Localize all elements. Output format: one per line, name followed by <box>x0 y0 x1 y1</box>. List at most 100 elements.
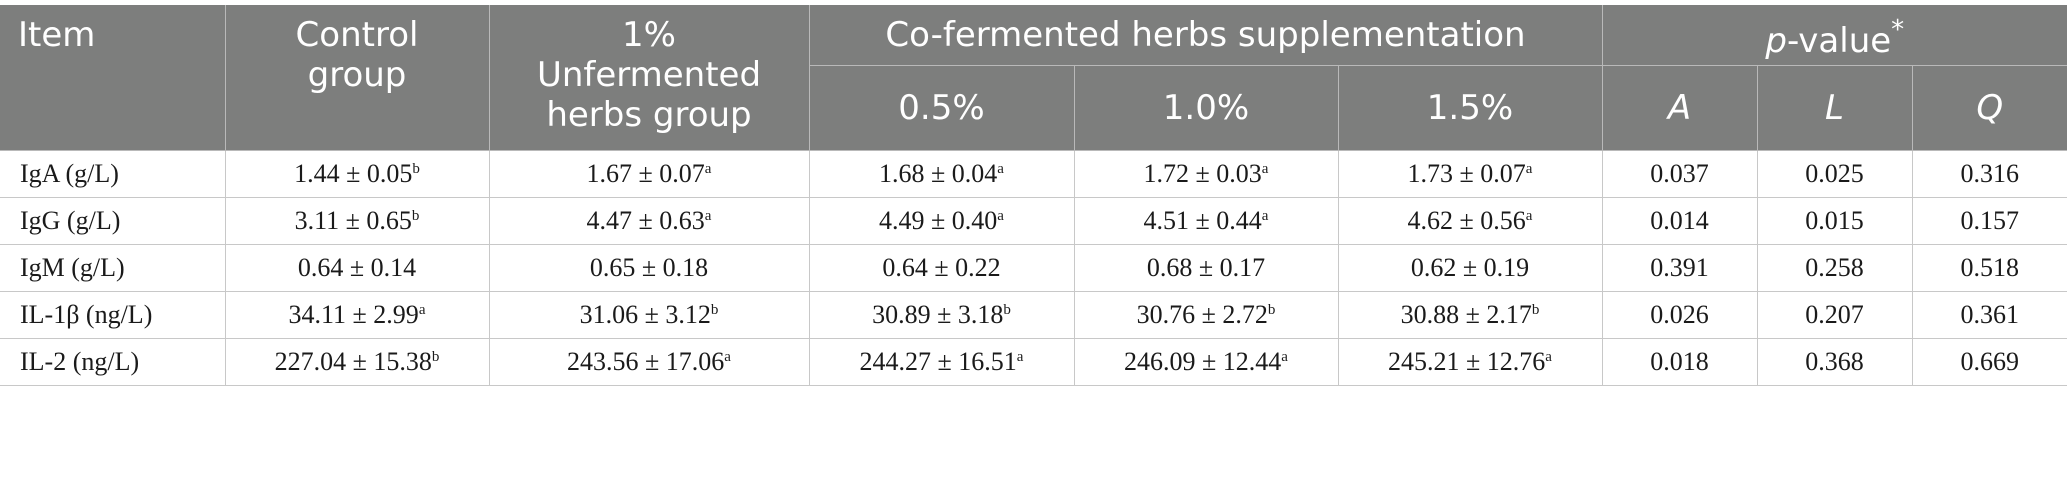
mean-cell: 0.65 ± 0.18 <box>489 244 810 292</box>
header-control-line2: group <box>307 55 407 95</box>
row-label: IgA (g/L) <box>0 150 226 198</box>
p-value-cell: 0.391 <box>1602 244 1758 292</box>
mean-value: 31.06 ± 3.12 <box>579 300 711 329</box>
header-level-1-0: 1.0% <box>1074 65 1339 151</box>
header-contrast-q: Q <box>1912 65 2067 151</box>
significance-letter: a <box>1281 349 1288 365</box>
mean-value: 227.04 ± 15.38 <box>274 347 432 376</box>
mean-cell: 31.06 ± 3.12b <box>489 291 810 339</box>
p-value-cell: 0.518 <box>1912 244 2067 292</box>
significance-letter: b <box>1267 302 1276 318</box>
significance-letter: b <box>411 208 420 224</box>
mean-value: 246.09 ± 12.44 <box>1124 347 1282 376</box>
mean-cell: 30.76 ± 2.72b <box>1074 291 1339 339</box>
significance-letter: b <box>1003 302 1011 318</box>
header-level-1-5: 1.5% <box>1338 65 1603 151</box>
header-contrast-a: A <box>1602 65 1758 151</box>
mean-cell: 0.62 ± 0.19 <box>1338 244 1603 292</box>
mean-cell: 227.04 ± 15.38b <box>225 338 490 386</box>
row-label: IL-1β (ng/L) <box>0 291 226 339</box>
p-value-cell: 0.014 <box>1602 197 1758 245</box>
mean-value: 34.11 ± 2.99 <box>288 300 419 329</box>
header-cofermented: Co-fermented herbs supplementation <box>809 5 1603 66</box>
mean-value: 243.56 ± 17.06 <box>567 347 725 376</box>
mean-cell: 4.47 ± 0.63a <box>489 197 810 245</box>
row-label: IgM (g/L) <box>0 244 226 292</box>
header-pvalue: p-value* <box>1602 5 2067 66</box>
mean-cell: 4.49 ± 0.40a <box>809 197 1075 245</box>
table-row: IgA (g/L) 1.44 ± 0.05b 1.67 ± 0.07a 1.68 ± … <box>0 150 2067 198</box>
p-value-cell: 0.316 <box>1912 150 2067 198</box>
mean-cell: 243.56 ± 17.06a <box>489 338 810 386</box>
mean-value: 4.51 ± 0.44 <box>1143 206 1262 235</box>
mean-cell: 3.11 ± 0.65b <box>225 197 490 245</box>
mean-value: 4.62 ± 0.56 <box>1407 206 1526 235</box>
mean-value: 4.49 ± 0.40 <box>879 206 998 235</box>
header-pvalue-text: -value <box>1786 20 1892 61</box>
mean-cell: 1.73 ± 0.07a <box>1338 150 1603 198</box>
mean-value: 0.64 ± 0.22 <box>882 253 1001 282</box>
mean-cell: 1.72 ± 0.03a <box>1074 150 1339 198</box>
header-control-line1: Control <box>295 15 419 55</box>
p-value-cell: 0.157 <box>1912 197 2067 245</box>
mean-value: 4.47 ± 0.63 <box>586 206 705 235</box>
mean-value: 244.27 ± 16.51 <box>859 347 1017 376</box>
significance-letter: b <box>431 349 440 365</box>
header-unfermented-line1: 1% <box>622 15 676 55</box>
row-label: IL-2 (ng/L) <box>0 338 226 386</box>
p-value-cell: 0.207 <box>1757 291 1913 339</box>
mean-cell: 30.88 ± 2.17b <box>1338 291 1603 339</box>
mean-value: 30.76 ± 2.72 <box>1136 300 1268 329</box>
significance-letter: a <box>1261 161 1269 177</box>
significance-letter: a <box>997 161 1004 177</box>
mean-cell: 1.44 ± 0.05b <box>225 150 490 198</box>
p-value-cell: 0.015 <box>1757 197 1913 245</box>
p-value-cell: 0.026 <box>1602 291 1758 339</box>
mean-value: 0.64 ± 0.14 <box>297 253 417 282</box>
table-row: IL-2 (ng/L) 227.04 ± 15.38b 243.56 ± 17.06… <box>0 338 2067 386</box>
p-value-cell: 0.258 <box>1757 244 1913 292</box>
mean-value: 30.89 ± 3.18 <box>872 300 1004 329</box>
mean-value: 1.68 ± 0.04 <box>879 159 998 188</box>
mean-value: 1.72 ± 0.03 <box>1143 159 1262 188</box>
p-value-cell: 0.368 <box>1757 338 1913 386</box>
mean-cell: 4.51 ± 0.44a <box>1074 197 1339 245</box>
mean-value: 3.11 ± 0.65 <box>294 206 412 235</box>
significance-letter: a <box>724 349 731 365</box>
header-contrast-l: L <box>1757 65 1913 151</box>
p-value-cell: 0.669 <box>1912 338 2067 386</box>
significance-letter: a <box>418 302 426 318</box>
mean-value: 0.68 ± 0.17 <box>1146 253 1266 282</box>
mean-cell: 1.68 ± 0.04a <box>809 150 1075 198</box>
significance-letter: a <box>1525 161 1533 177</box>
header-unfermented-group: 1% Unfermented herbs group <box>489 5 810 151</box>
header-unfermented-line3: herbs group <box>546 95 752 135</box>
mean-cell: 0.64 ± 0.14 <box>225 244 490 292</box>
table-header: Item Control group 1% Unfermented herbs … <box>0 5 2067 151</box>
header-unfermented-line2: Unfermented <box>536 55 762 95</box>
table-body: IgA (g/L) 1.44 ± 0.05b 1.67 ± 0.07a 1.68 ± … <box>0 150 2067 386</box>
significance-letter: b <box>412 161 420 177</box>
header-pvalue-p: p <box>1765 20 1787 61</box>
mean-cell: 246.09 ± 12.44a <box>1074 338 1339 386</box>
mean-cell: 1.67 ± 0.07a <box>489 150 810 198</box>
mean-cell: 245.21 ± 12.76a <box>1338 338 1603 386</box>
header-level-0-5: 0.5% <box>809 65 1075 151</box>
results-table: Item Control group 1% Unfermented herbs … <box>0 5 2067 386</box>
mean-cell: 0.64 ± 0.22 <box>809 244 1075 292</box>
p-value-cell: 0.037 <box>1602 150 1758 198</box>
significance-letter: a <box>1525 208 1533 224</box>
table-row: IgG (g/L) 3.11 ± 0.65b 4.47 ± 0.63a 4.49 ± … <box>0 197 2067 245</box>
header-pvalue-asterisk: * <box>1891 14 1905 45</box>
mean-cell: 30.89 ± 3.18b <box>809 291 1075 339</box>
mean-cell: 0.68 ± 0.17 <box>1074 244 1339 292</box>
mean-cell: 4.62 ± 0.56a <box>1338 197 1603 245</box>
significance-letter: a <box>1545 349 1552 365</box>
mean-value: 30.88 ± 2.17 <box>1400 300 1532 329</box>
mean-value: 245.21 ± 12.76 <box>1388 347 1546 376</box>
mean-cell: 244.27 ± 16.51a <box>809 338 1075 386</box>
significance-letter: a <box>997 208 1004 224</box>
significance-letter: a <box>1261 208 1269 224</box>
significance-letter: b <box>1531 302 1540 318</box>
